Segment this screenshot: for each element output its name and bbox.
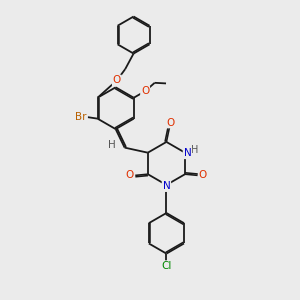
Text: N: N [163,181,170,191]
Text: N: N [184,148,191,158]
Text: H: H [108,140,116,150]
Text: O: O [113,75,121,85]
Text: H: H [191,145,198,155]
Text: Cl: Cl [161,261,172,271]
Text: O: O [126,170,134,180]
Text: O: O [199,170,207,180]
Text: O: O [167,118,175,128]
Text: Br: Br [75,112,87,122]
Text: O: O [141,86,149,96]
